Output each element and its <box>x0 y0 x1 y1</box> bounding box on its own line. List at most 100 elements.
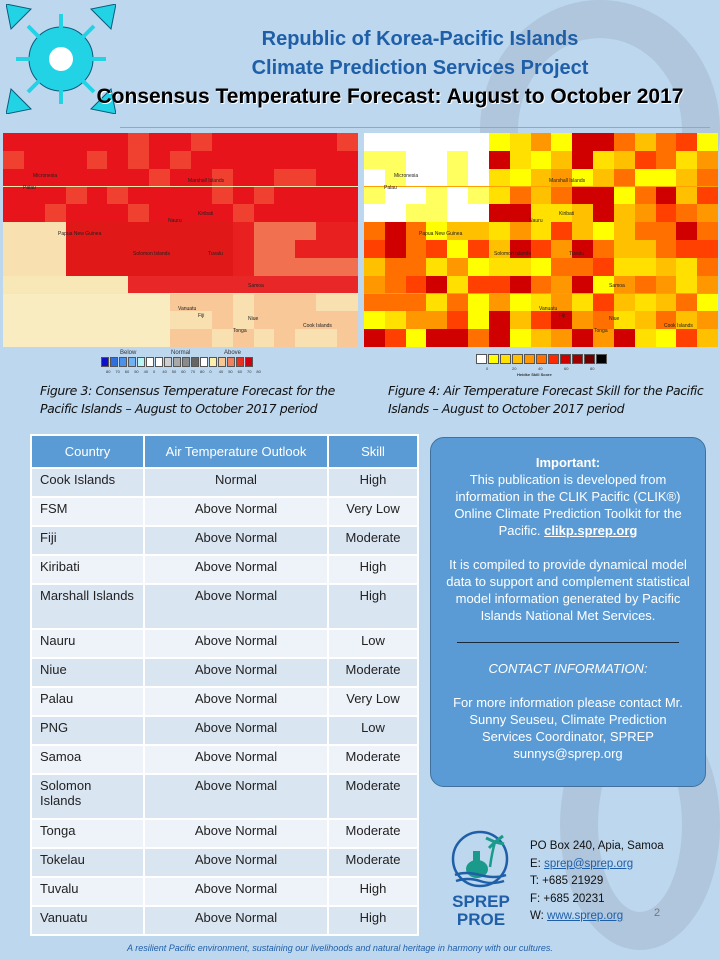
map-cell <box>613 168 635 187</box>
temperature-legend-tick: 50 <box>134 369 139 374</box>
map-cell <box>384 293 406 312</box>
map-cell <box>676 168 698 187</box>
map-cell <box>44 240 66 258</box>
map-cell <box>3 133 24 151</box>
map-cell <box>697 150 718 169</box>
web-link[interactable]: www.sprep.org <box>547 910 624 922</box>
skill-legend-swatch <box>476 354 487 364</box>
map-cell <box>551 133 573 151</box>
map-cell <box>530 133 552 151</box>
cell-country: Tuvalu <box>30 876 145 907</box>
map-cell <box>3 150 24 169</box>
map-cell <box>676 293 698 312</box>
legend-group-above: Above <box>224 350 242 356</box>
cell-country: Solomon Islands <box>30 773 145 820</box>
table-row: Tonga Above Normal Moderate <box>30 818 419 849</box>
temperature-legend-swatch <box>209 357 217 367</box>
temperature-legend-tick: 70 <box>115 369 120 374</box>
cell-outlook: Above Normal <box>143 876 329 907</box>
map-label: Papua New Guinea <box>58 231 102 237</box>
cell-outlook: Above Normal <box>143 554 329 585</box>
map-cell <box>468 133 489 151</box>
map-cell <box>253 150 275 169</box>
temperature-legend-swatch <box>155 357 163 367</box>
map-cell <box>697 240 718 258</box>
contact-details: PO Box 240, Apia, Samoa E: sprep@sprep.o… <box>530 838 664 926</box>
skill-legend-tick: 80 <box>590 366 595 371</box>
map-cell <box>551 204 573 223</box>
temperature-legend-tick: 40 <box>218 369 224 374</box>
table-row: Tokelau Above Normal Moderate <box>30 847 419 878</box>
map-cell <box>468 275 489 294</box>
map-cell <box>405 133 427 151</box>
email-label: E: <box>530 857 545 870</box>
map-cell <box>253 293 275 312</box>
map-cell <box>468 150 489 169</box>
legend-group-normal: Normal <box>171 350 191 356</box>
table-row: Marshall Islands Above Normal High <box>30 583 419 630</box>
map-cell <box>405 293 427 312</box>
map-cell <box>384 311 406 330</box>
map-cell <box>253 186 275 205</box>
map-cell <box>232 329 254 347</box>
fax: F: +685 20231 <box>530 892 605 905</box>
map-cell <box>593 204 614 223</box>
map-cell <box>253 311 275 330</box>
skill-legend-swatch <box>500 354 511 364</box>
cell-country: Tokelau <box>30 847 145 878</box>
map-cell <box>468 168 489 187</box>
map-cell <box>426 186 448 205</box>
table-row: PNG Above Normal Low <box>30 715 419 746</box>
map-cell <box>613 257 635 276</box>
map-cell <box>551 257 573 276</box>
map-cell <box>3 168 24 187</box>
map-cell <box>107 311 129 330</box>
cell-skill: Low <box>327 715 419 746</box>
map-cell <box>364 293 385 312</box>
map-cell <box>316 311 338 330</box>
map-cell <box>551 240 573 258</box>
table-row: Tuvalu Above Normal High <box>30 876 419 907</box>
map-cell <box>253 222 275 240</box>
map-cell <box>551 186 573 205</box>
email-link[interactable]: sprep@sprep.org <box>544 857 634 870</box>
map-cell <box>530 186 552 205</box>
map-cell <box>149 240 171 258</box>
map-cell <box>274 311 296 330</box>
temperature-legend-swatch <box>173 357 181 367</box>
map-label: Micronesia <box>394 173 419 179</box>
map-cell <box>190 186 212 205</box>
map-cell <box>295 240 317 258</box>
map-cell <box>613 275 635 294</box>
map-cell <box>128 240 150 258</box>
map-cell <box>488 311 510 330</box>
map-label: Papua New Guinea <box>419 231 463 237</box>
map-cell <box>44 150 66 169</box>
map-cell <box>593 257 614 276</box>
map-cell <box>316 186 338 205</box>
map-cell <box>44 204 66 223</box>
map-cell <box>447 133 469 151</box>
skill-legend-swatch <box>572 354 583 364</box>
map-cell <box>211 293 233 312</box>
map-cell <box>634 186 656 205</box>
map-cell <box>170 133 191 151</box>
cell-country: Tonga <box>30 818 145 849</box>
map-cell <box>337 240 358 258</box>
map-cell <box>295 133 317 151</box>
map-cell <box>364 311 385 330</box>
cell-skill: Moderate <box>327 525 419 556</box>
map-cell <box>426 329 448 347</box>
map-cell <box>211 133 233 151</box>
cell-country: Niue <box>30 657 145 688</box>
cell-country: FSM <box>30 496 145 527</box>
map-cell <box>551 293 573 312</box>
map-cell <box>384 275 406 294</box>
map-cell <box>447 311 469 330</box>
map-cell <box>613 311 635 330</box>
footer-tagline: A resilient Pacific environment, sustain… <box>127 943 553 953</box>
map-cell <box>316 293 338 312</box>
map-cell <box>253 275 275 294</box>
clik-link[interactable]: clikp.sprep.org <box>544 523 638 538</box>
map-label: Fiji <box>198 313 205 319</box>
